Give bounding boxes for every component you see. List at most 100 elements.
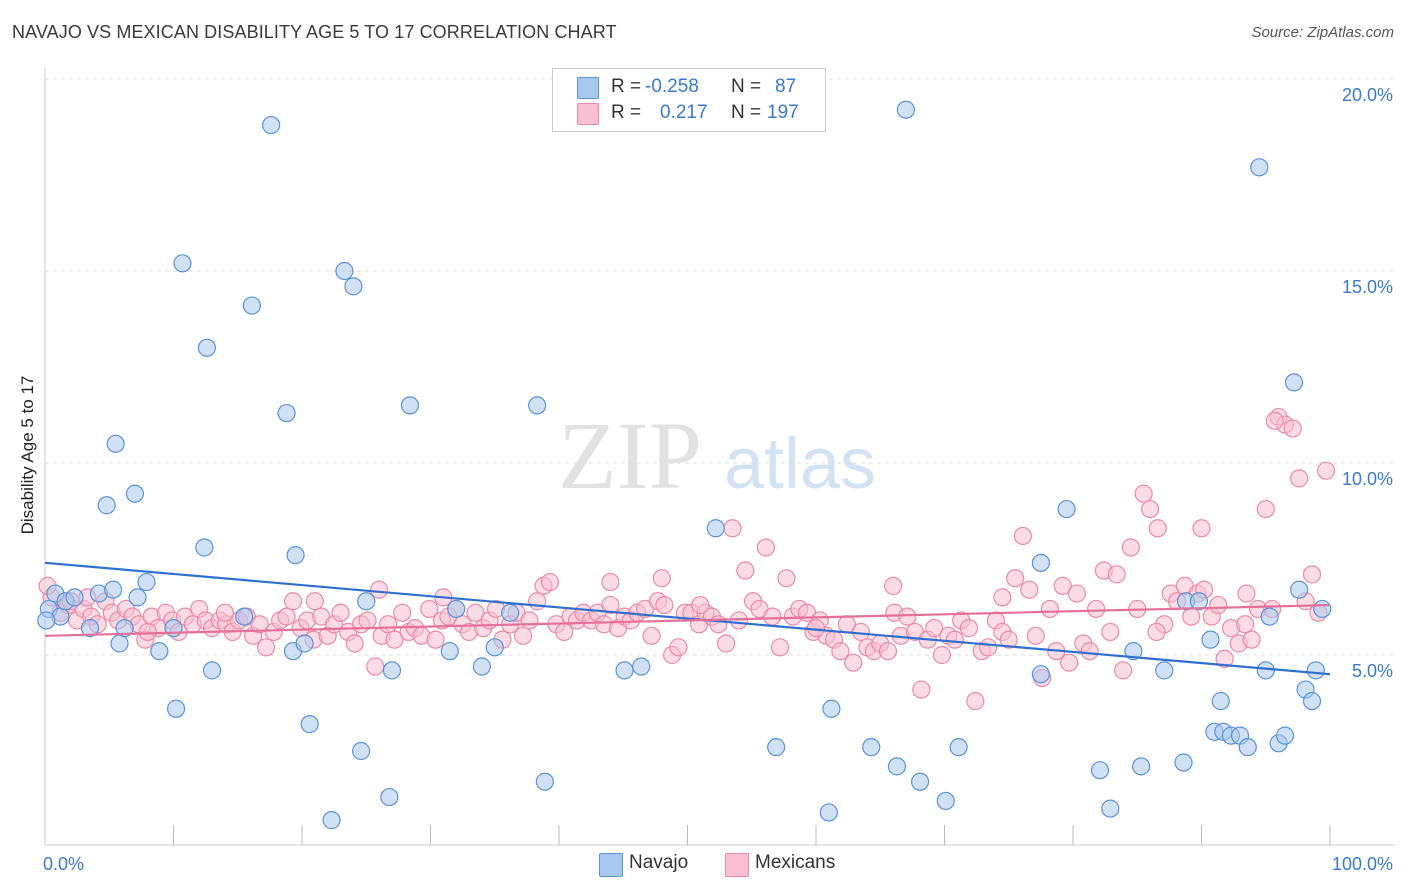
navajo-point-86: [37, 611, 56, 630]
navajo-point-68: [1201, 630, 1220, 649]
navajo-point-62: [1124, 642, 1143, 661]
mexicans-point-183: [1283, 419, 1302, 438]
mexicans-point-98: [709, 615, 728, 634]
navajo-point-24: [262, 115, 281, 135]
mexicans-point-144: [1020, 580, 1039, 599]
y-tick-label-15: 15.0%: [1342, 277, 1393, 297]
mexicans-point-131: [932, 645, 952, 665]
navajo-point-58: [1031, 553, 1050, 572]
navajo-point-64: [1155, 661, 1174, 680]
mexicans-point-106: [763, 607, 782, 626]
mexicans-trend-line: [44, 603, 1331, 637]
navajo-point-15: [150, 642, 169, 661]
navajo-point-4: [65, 588, 84, 607]
mexicans-point-133: [945, 630, 964, 649]
navajo-point-84: [1306, 661, 1325, 680]
mexicans-point-46: [358, 611, 377, 630]
y-tick-label-5: 5.0%: [1352, 661, 1393, 681]
navajo-point-80: [1284, 373, 1304, 392]
navajo-point-34: [357, 592, 376, 611]
navajo-point-60: [1090, 761, 1110, 780]
mexicans-point-145: [1026, 626, 1045, 645]
navajo-point-10: [110, 634, 129, 653]
mexicans-point-193: [215, 603, 234, 622]
mexicans-point-92: [669, 638, 688, 657]
mexicans-point-149: [1053, 576, 1072, 595]
mexicans-point-159: [1121, 538, 1140, 557]
mexicans-n-label: N =: [731, 102, 762, 123]
mexicans-point-202: [993, 588, 1012, 607]
navajo-n-label: N =: [731, 76, 762, 97]
mexicans-points: [38, 407, 1336, 711]
mexicans-point-136: [966, 691, 985, 711]
mexicans-r-value: 0.217: [660, 102, 708, 123]
bottom-mexicans-swatch: [725, 853, 749, 877]
navajo-point-19: [195, 538, 214, 557]
x-tick-label-min: 0.0%: [43, 854, 84, 874]
mexicans-point-107: [770, 638, 790, 657]
navajo-point-17: [166, 699, 186, 718]
navajo-point-39: [447, 599, 466, 619]
mexicans-point-56: [426, 630, 445, 649]
navajo-point-59: [1057, 499, 1076, 519]
navajo-point-37: [400, 396, 420, 415]
mexicans-point-100: [723, 519, 742, 538]
mexicans-point-73: [540, 572, 560, 592]
navajo-point-67: [1189, 592, 1209, 611]
mexicans-point-141: [999, 630, 1018, 649]
mexicans-point-153: [1080, 642, 1099, 661]
mexicans-point-49: [378, 615, 398, 634]
navajo-point-30: [322, 811, 341, 830]
navajo-point-20: [197, 338, 217, 357]
navajo-point-45: [615, 661, 634, 680]
navajo-point-41: [485, 638, 504, 657]
mexicans-point-55: [420, 599, 439, 619]
mexicans-point-176: [1236, 615, 1255, 634]
navajo-point-42: [501, 603, 520, 622]
navajo-point-70: [1211, 691, 1230, 711]
navajo-point-76: [1256, 661, 1275, 680]
watermark: ZIP atlas: [558, 402, 876, 509]
mexicans-point-138: [979, 638, 998, 657]
navajo-point-52: [887, 757, 907, 776]
navajo-point-5: [80, 619, 100, 638]
mexicans-point-142: [1006, 569, 1025, 588]
navajo-point-79: [1275, 726, 1295, 745]
navajo-point-40: [472, 657, 491, 676]
navajo-point-55: [936, 791, 955, 811]
navajo-point-56: [949, 738, 968, 757]
navajo-point-61: [1101, 799, 1120, 818]
mexicans-point-123: [878, 642, 898, 661]
axes: [44, 68, 1395, 846]
mexicans-point-163: [1148, 519, 1167, 538]
mexicans-point-105: [756, 538, 775, 557]
navajo-point-81: [1290, 580, 1309, 599]
navajo-point-22: [235, 607, 254, 626]
navajo-point-74: [1238, 738, 1257, 757]
mexicans-point-161: [1134, 484, 1153, 503]
mexicans-point-195: [370, 580, 389, 599]
mexicans-point-47: [366, 657, 385, 676]
navajo-r-value: -0.258: [645, 76, 699, 97]
navajo-point-75: [1250, 158, 1269, 177]
mexicans-point-50: [385, 630, 404, 649]
mexicans-point-135: [959, 619, 979, 638]
mexicans-point-34: [277, 607, 296, 626]
chart-title: NAVAJO VS MEXICAN DISABILITY AGE 5 TO 17…: [12, 22, 617, 42]
trend-lines: [44, 561, 1331, 676]
mexicans-point-30: [250, 615, 269, 634]
mexicans-point-90: [655, 595, 674, 615]
navajo-point-31: [335, 261, 354, 281]
mexicans-point-42: [331, 603, 350, 622]
navajo-point-28: [295, 634, 314, 653]
mexicans-point-151: [1067, 584, 1086, 603]
navajo-point-7: [97, 496, 116, 515]
navajo-point-9: [106, 434, 125, 453]
navajo-point-36: [382, 661, 402, 680]
mexicans-point-192: [138, 622, 157, 642]
navajo-point-29: [300, 715, 319, 734]
mexicans-point-130: [925, 619, 944, 638]
navajo-point-13: [125, 484, 145, 503]
navajo-point-65: [1174, 753, 1193, 772]
x-tick-label-max: 100.0%: [1332, 854, 1393, 874]
